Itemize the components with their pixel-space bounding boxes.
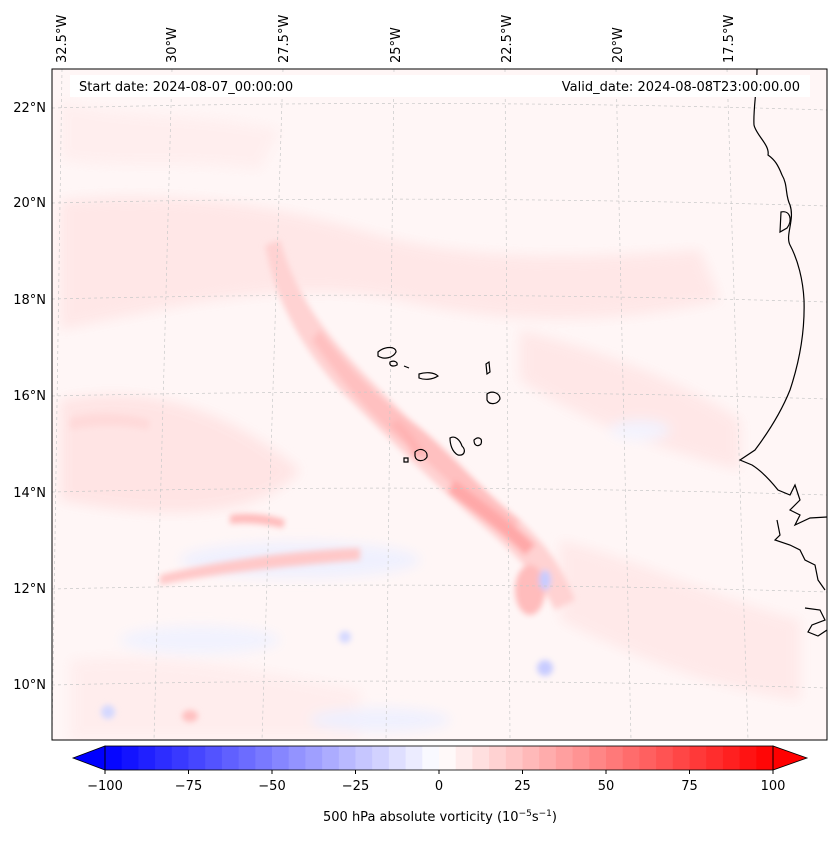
colorbar-cell [238,746,256,770]
colorbar-extend-max [772,745,809,771]
colorbar-extend-min [71,745,106,771]
lon-label: 17.5°W [722,15,737,63]
lat-label: 10°N [13,678,46,693]
colorbar: −100 −75 −50 −25 0 25 50 75 100 500 hPa absolute… [71,745,809,825]
lon-label: 25°W [389,27,404,63]
colorbar-cell [338,746,356,770]
colorbar-cell [255,746,273,770]
lat-label: 18°N [13,293,46,308]
lat-label: 12°N [13,582,46,597]
colorbar-cell [656,746,674,770]
colorbar-cell [388,746,407,770]
colorbar-cell [121,746,139,770]
colorbar-cell [639,746,657,770]
colorbar-tick-label: 75 [681,779,698,794]
colorbar-cell [288,746,306,770]
colorbar-cell [372,746,390,770]
cape-verde-islands [377,346,501,463]
lat-label: 20°N [13,196,46,211]
map-frame [51,68,828,741]
colorbar-cell [439,746,457,770]
colorbar-cell [205,746,223,770]
lon-label: 32.5°W [55,15,70,63]
colorbar-cell [672,746,690,770]
colorbar-cell [706,746,724,770]
colorbar-cell [689,746,707,770]
colorbar-cell [355,746,373,770]
colorbar-cell [272,746,290,770]
colorbar-cell [155,746,173,770]
colorbar-ticks: −100 −75 −50 −25 0 25 50 75 100 [87,770,785,794]
valid-date-label: Valid_date: 2024-08-08T23:00:00.00 [562,80,800,95]
colorbar-tick-label: 100 [761,779,786,794]
colorbar-cell [188,746,206,770]
longitude-labels: 32.5°W 30°W 27.5°W 25°W 22.5°W 20°W 17.5… [55,15,737,63]
colorbar-cell [505,746,523,770]
lon-label: 20°W [611,27,626,63]
colorbar-cell [489,746,507,770]
colorbar-cell [756,746,774,770]
header-bar [70,75,810,97]
colorbar-cell [572,746,590,770]
colorbar-cell [305,746,323,770]
lon-label: 22.5°W [500,15,515,63]
colorbar-cell [405,746,423,770]
colorbar-cell [171,746,189,770]
colorbar-cells [105,746,774,770]
coastline [738,69,827,637]
colorbar-tick-label: 0 [435,779,443,794]
colorbar-cell [739,746,757,770]
lat-label: 16°N [13,389,46,404]
map-panel [52,69,827,740]
vorticity-field [60,100,800,740]
colorbar-cell [455,746,473,770]
colorbar-cell [722,746,741,770]
colorbar-tick-label: −75 [175,779,202,794]
colorbar-cell [589,746,607,770]
colorbar-cell [539,746,557,770]
colorbar-cell [422,746,440,770]
colorbar-tick-label: −25 [342,779,369,794]
colorbar-cell [606,746,624,770]
lon-label: 27.5°W [277,15,292,63]
lon-label: 30°W [165,27,180,63]
colorbar-tick-label: 50 [598,779,615,794]
colorbar-cell [322,746,340,770]
colorbar-cell [472,746,490,770]
colorbar-label: 500 hPa absolute vorticity (10−5s−1) [323,809,557,825]
colorbar-cell [105,746,123,770]
colorbar-tick-label: −100 [87,779,123,794]
lat-label: 22°N [13,101,46,116]
colorbar-tick-label: 25 [514,779,531,794]
colorbar-cell [221,746,240,770]
gridlines [52,69,827,740]
colorbar-cell [138,746,156,770]
colorbar-cell [622,746,640,770]
lat-label: 14°N [13,486,46,501]
colorbar-tick-label: −50 [258,779,285,794]
latitude-labels: 22°N 20°N 18°N 16°N 14°N 12°N 10°N [13,101,46,693]
colorbar-cell [522,746,540,770]
start-date-label: Start date: 2024-08-07_00:00:00 [79,80,293,95]
colorbar-cell [555,746,574,770]
